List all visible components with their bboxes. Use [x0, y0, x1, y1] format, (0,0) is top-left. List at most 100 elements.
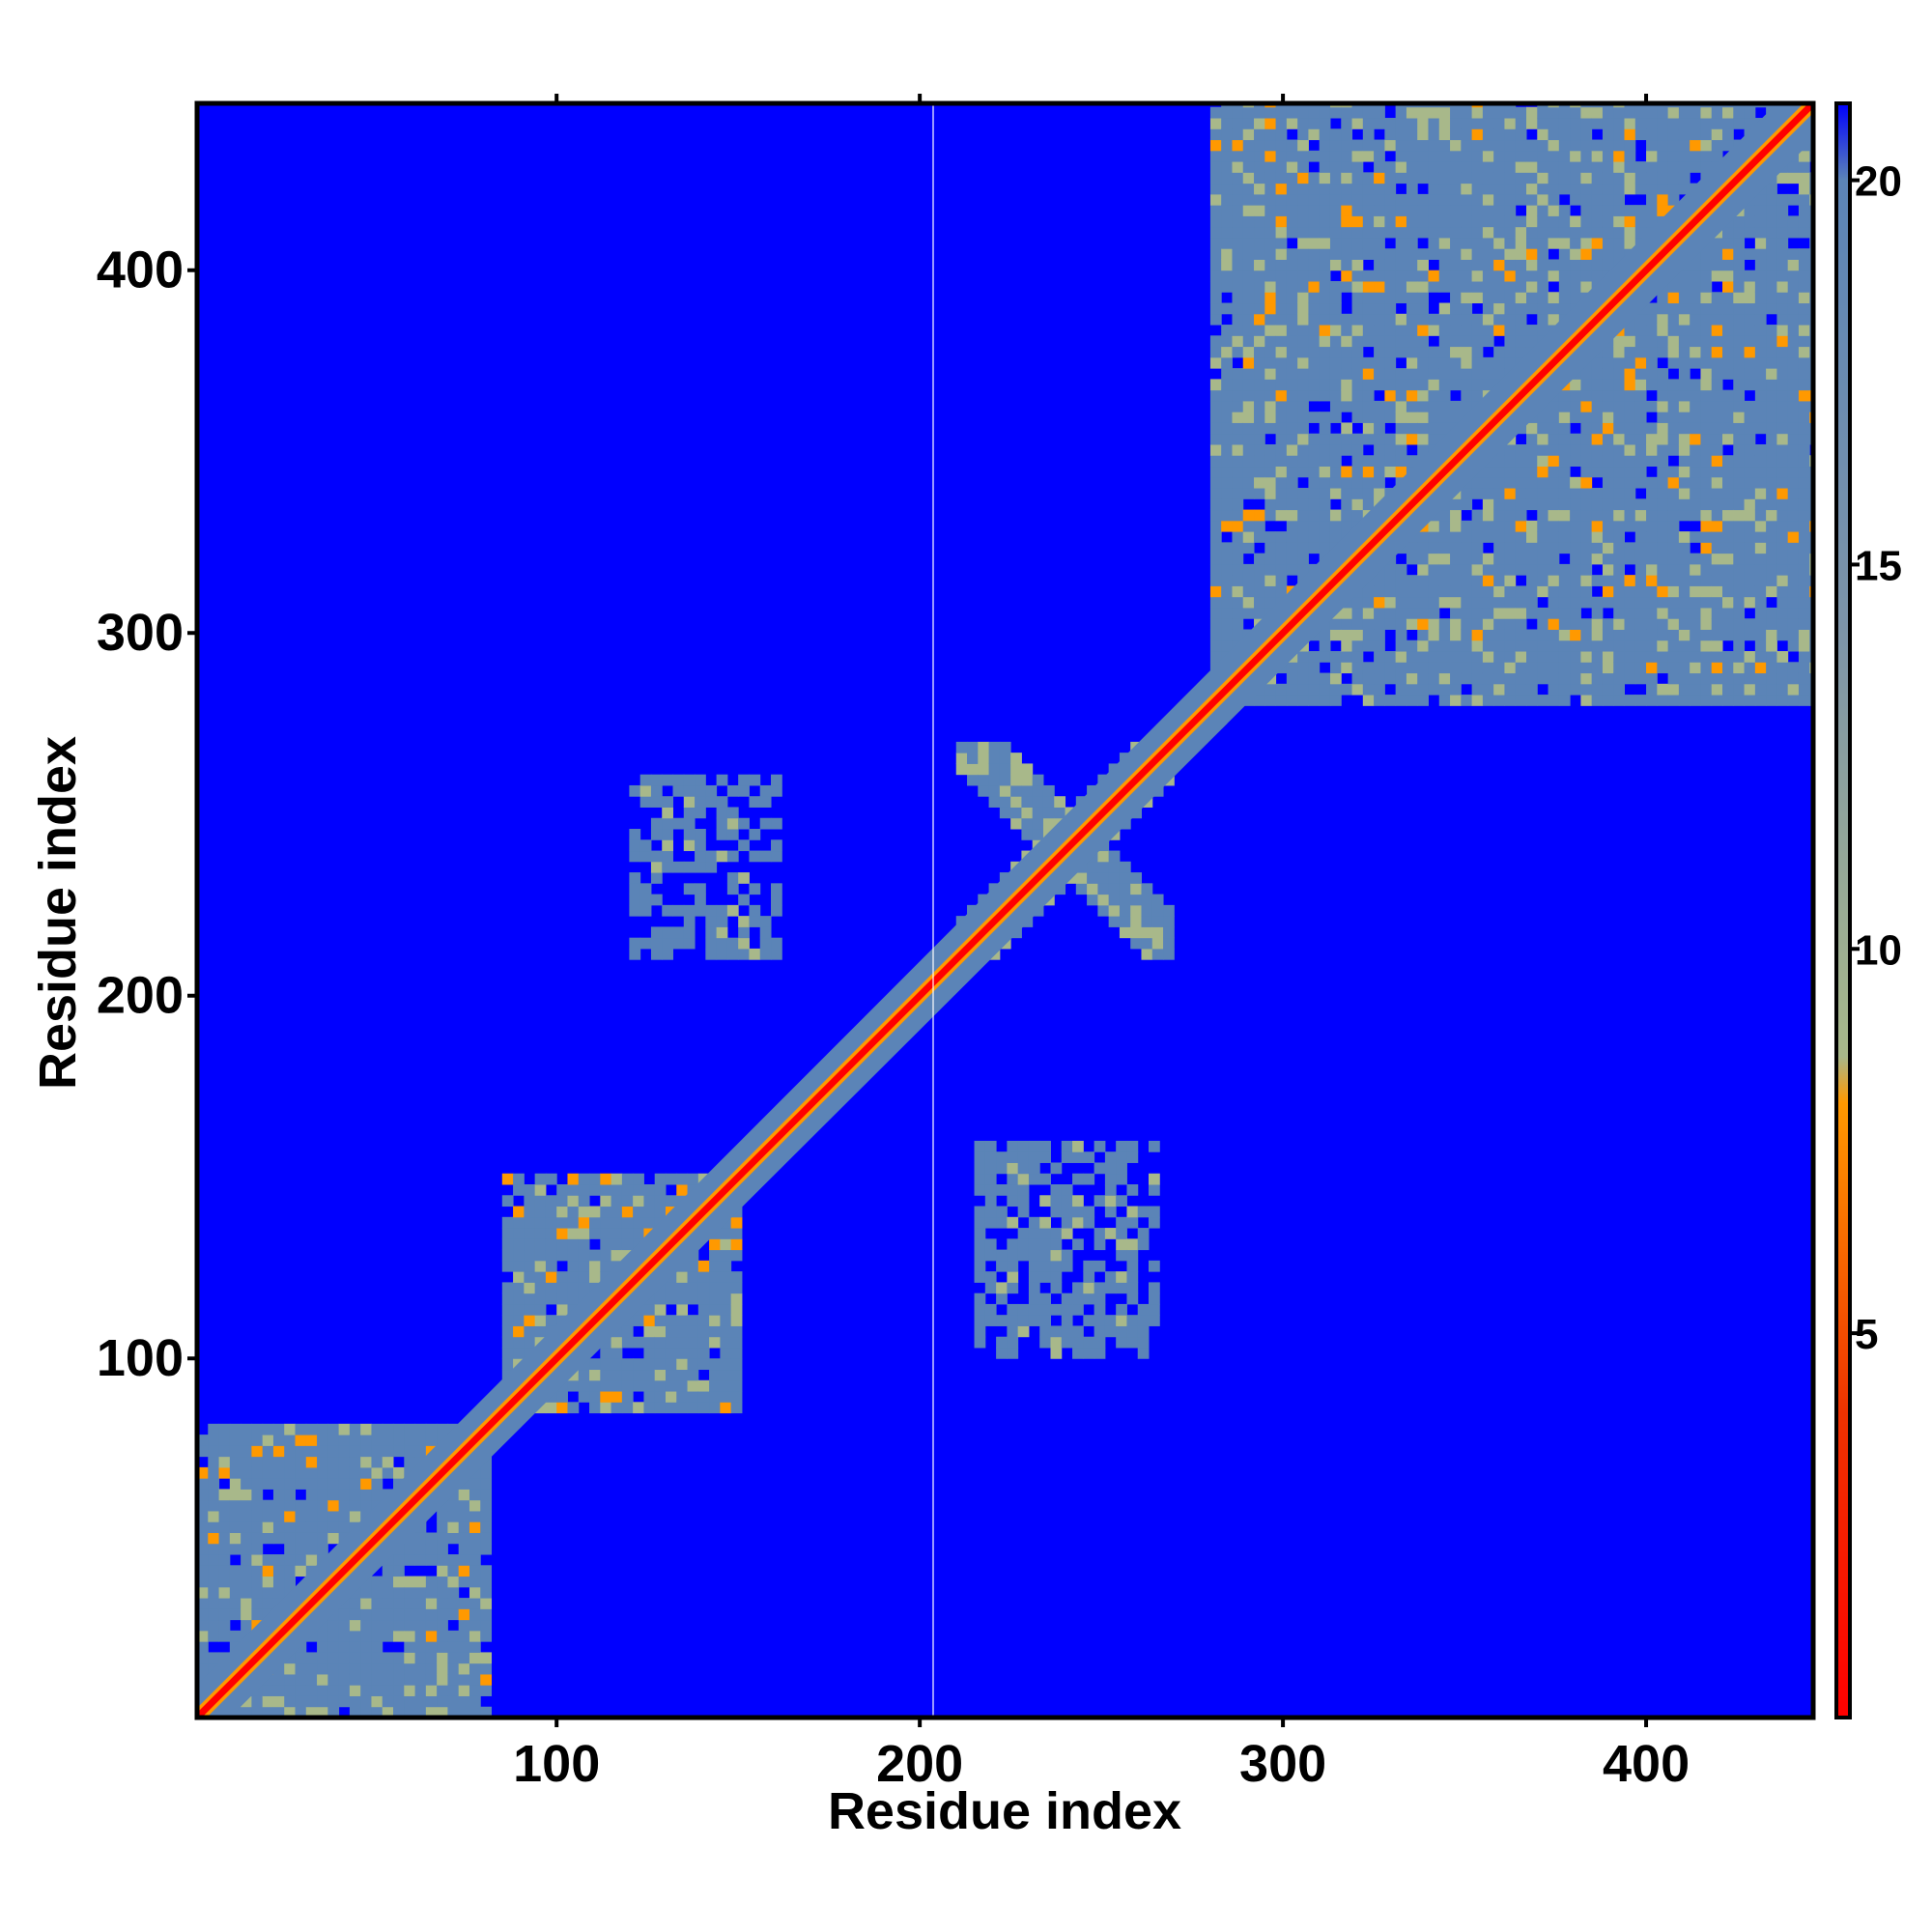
heatmap-cell [1537, 139, 1549, 152]
heatmap-cell [1232, 412, 1244, 423]
heatmap-cell [643, 1369, 656, 1381]
heatmap-cell [1613, 118, 1626, 129]
heatmap-cell [697, 1358, 710, 1371]
heatmap-cell [1428, 672, 1440, 685]
heatmap-cell [1297, 455, 1309, 468]
heatmap-cell [589, 1402, 601, 1414]
heatmap-cell [1558, 466, 1571, 478]
heatmap-cell [1525, 226, 1538, 239]
heatmap-cell [676, 1293, 689, 1305]
heatmap-cell [1776, 335, 1789, 348]
heatmap-cell [1667, 629, 1680, 641]
heatmap-cell [1787, 553, 1800, 565]
heatmap-cell [1242, 118, 1255, 129]
heatmap-cell [1690, 607, 1701, 619]
colorbar-tick-label: 10 [1855, 926, 1902, 974]
heatmap-cell [1798, 313, 1810, 326]
heatmap-cell [1395, 128, 1407, 141]
heatmap-cell [1482, 509, 1494, 522]
heatmap-cell [1667, 542, 1680, 554]
heatmap-cell [1061, 1303, 1073, 1316]
heatmap-cell [1646, 118, 1658, 129]
heatmap-cell [1558, 629, 1571, 641]
heatmap-cell [317, 1662, 328, 1675]
heatmap-cell [1007, 1140, 1019, 1152]
heatmap-cell [1525, 455, 1538, 468]
heatmap-cell [1558, 618, 1571, 630]
heatmap-cell [1417, 542, 1429, 554]
heatmap-cell [272, 1435, 285, 1446]
heatmap-cell [1580, 488, 1593, 499]
heatmap-cell [1591, 193, 1604, 206]
heatmap-cell [1461, 280, 1473, 293]
heatmap-cell [1548, 629, 1560, 641]
heatmap-cell [662, 861, 674, 873]
heatmap-cell [1450, 226, 1462, 239]
heatmap-cell [1351, 356, 1364, 369]
heatmap-cell [1374, 193, 1385, 206]
heatmap-cell [1264, 542, 1277, 554]
heatmap-cell [1624, 466, 1636, 478]
heatmap-cell [1028, 1162, 1040, 1175]
heatmap-cell [1163, 926, 1175, 939]
heatmap-cell [371, 1662, 384, 1675]
heatmap-cell [1275, 542, 1288, 554]
heatmap-cell [1319, 542, 1331, 554]
heatmap-cell [1264, 248, 1277, 260]
heatmap-cell [1482, 683, 1494, 696]
heatmap-cell [1209, 313, 1222, 326]
heatmap-cell [1461, 172, 1473, 185]
heatmap-cell [687, 1325, 699, 1338]
heatmap-cell [1395, 683, 1407, 696]
heatmap-cell [1504, 553, 1517, 565]
heatmap-cell [1634, 695, 1647, 706]
heatmap-cell [676, 1347, 689, 1359]
heatmap-cell [1319, 128, 1331, 141]
heatmap-cell [974, 1260, 986, 1272]
heatmap-cell [1119, 904, 1131, 917]
heatmap-cell [1308, 466, 1321, 478]
heatmap-cell [996, 1293, 1008, 1305]
heatmap-cell [720, 1391, 732, 1403]
heatmap-cell [272, 1456, 285, 1468]
heatmap-cell [1678, 118, 1690, 129]
heatmap-cell [1787, 488, 1800, 499]
heatmap-cell [709, 1271, 721, 1283]
heatmap-cell [1787, 639, 1800, 652]
heatmap-cell [534, 1249, 547, 1262]
heatmap-cell [469, 1706, 481, 1718]
heatmap-cell [738, 948, 750, 960]
heatmap-cell [1776, 575, 1789, 586]
heatmap-cell [1798, 215, 1810, 228]
heatmap-cell [1646, 368, 1658, 380]
heatmap-cell [1264, 106, 1277, 119]
heatmap-cell [1341, 498, 1353, 511]
heatmap-cell [1624, 575, 1636, 586]
heatmap-cell [1711, 455, 1723, 468]
heatmap-cell [197, 1510, 209, 1522]
heatmap-cell [1634, 553, 1647, 565]
heatmap-cell [251, 1456, 264, 1468]
heatmap-cell [1515, 488, 1527, 499]
heatmap-cell [1657, 509, 1669, 522]
heatmap-cell [1700, 585, 1713, 598]
heatmap-cell [1744, 651, 1756, 663]
heatmap-cell [1406, 412, 1418, 423]
heatmap-cell [1733, 302, 1746, 315]
heatmap-cell [697, 1282, 710, 1294]
heatmap-cell [1329, 379, 1342, 391]
heatmap-cell [1613, 672, 1626, 685]
heatmap-cell [262, 1673, 274, 1686]
heatmap-cell [771, 784, 782, 797]
heatmap-cell [1525, 443, 1538, 456]
heatmap-cell [1116, 1151, 1127, 1163]
heatmap-cell [1286, 509, 1298, 522]
heatmap-cell [1580, 128, 1593, 141]
heatmap-cell [1242, 215, 1255, 228]
heatmap-cell [1450, 205, 1462, 216]
heatmap-cell [1351, 280, 1364, 293]
heatmap-cell [1634, 205, 1647, 216]
heatmap-cell [1646, 455, 1658, 468]
heatmap-cell [1613, 476, 1626, 489]
heatmap-cell [1119, 872, 1131, 884]
